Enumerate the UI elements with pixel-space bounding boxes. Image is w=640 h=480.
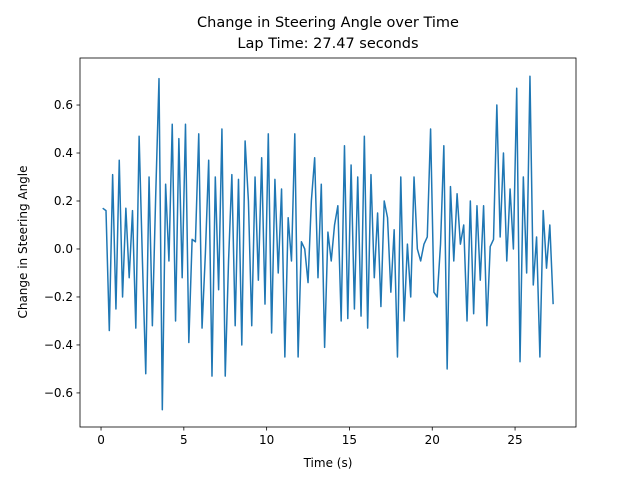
x-tick-label: 20 [425,433,440,447]
x-tick-label: 5 [180,433,188,447]
y-tick-label: −0.2 [44,290,73,304]
x-tick-label: 10 [259,433,274,447]
plot-frame [79,57,577,428]
x-tick-label: 25 [507,433,522,447]
y-axis-label: Change in Steering Angle [16,165,30,318]
data-line [102,75,554,411]
y-tick-label: −0.4 [44,338,73,352]
y-tick-label: 0.6 [54,98,73,112]
x-axis-label: Time (s) [303,456,353,470]
y-tick-label: −0.6 [44,386,73,400]
chart-subtitle: Lap Time: 27.47 seconds [237,36,418,52]
y-tick-label: 0.4 [54,146,73,160]
chart-title: Change in Steering Angle over Time [197,15,459,31]
x-tick-label: 15 [342,433,357,447]
x-tick-label: 0 [97,433,105,447]
y-tick-label: 0.0 [54,242,73,256]
y-tick-label: 0.2 [54,194,73,208]
